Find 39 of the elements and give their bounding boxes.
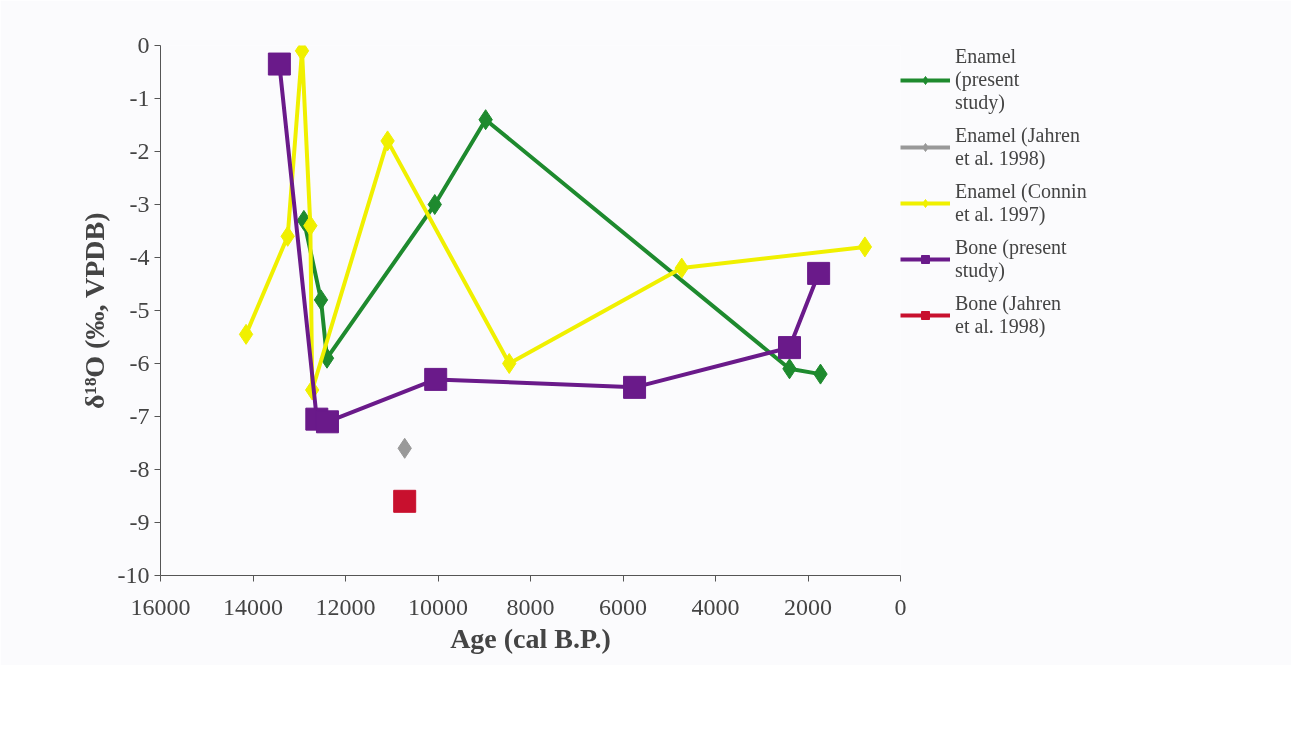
y-tick-label: -6 [129, 350, 150, 376]
point [267, 52, 291, 76]
point [393, 489, 417, 513]
legend-label: Enamel (Connin et al. 1997) [955, 180, 1088, 226]
point [427, 194, 442, 215]
y-tick-label: -8 [129, 456, 150, 482]
legend-label: Bone (present study) [955, 236, 1068, 282]
y-tick-label: -9 [129, 509, 150, 535]
legend-label: Enamel (present study) [955, 45, 1021, 114]
y-tick-label: -7 [129, 403, 150, 429]
y-tick-label: -2 [129, 138, 150, 164]
point [623, 375, 647, 399]
x-tick-label: 0 [894, 593, 907, 620]
y-tick-label: -4 [129, 244, 150, 270]
point [857, 236, 873, 258]
x-tick-label: 4000 [691, 593, 740, 620]
y-axis-title: δ¹⁸O (‰, VPDB) [78, 212, 110, 409]
y-tick-label: 0 [137, 32, 150, 58]
point [313, 289, 329, 311]
x-tick-label: 8000 [506, 593, 555, 620]
x-axis-title: Age (cal B.P.) [450, 622, 611, 654]
x-tick-label: 2000 [784, 593, 832, 620]
y-tick-label: -5 [129, 297, 150, 323]
y-tick-label: -1 [129, 85, 150, 111]
x-tick-label: 6000 [599, 593, 647, 620]
point [778, 336, 801, 360]
point [424, 367, 448, 391]
y-tick-label: -10 [117, 562, 150, 588]
point [315, 410, 339, 434]
legend-label: Enamel (Jahren et al. 1998) [955, 124, 1081, 170]
point [807, 261, 831, 285]
x-tick-label: 10000 [408, 593, 468, 620]
y-tick-label: -3 [129, 191, 150, 217]
legend-label: Bone (Jahren et al. 1998) [955, 292, 1063, 338]
x-tick-label: 16000 [130, 593, 191, 620]
point [502, 353, 517, 374]
point [238, 323, 254, 345]
x-tick-label: 12000 [315, 593, 376, 620]
x-tick-label: 14000 [223, 593, 283, 620]
